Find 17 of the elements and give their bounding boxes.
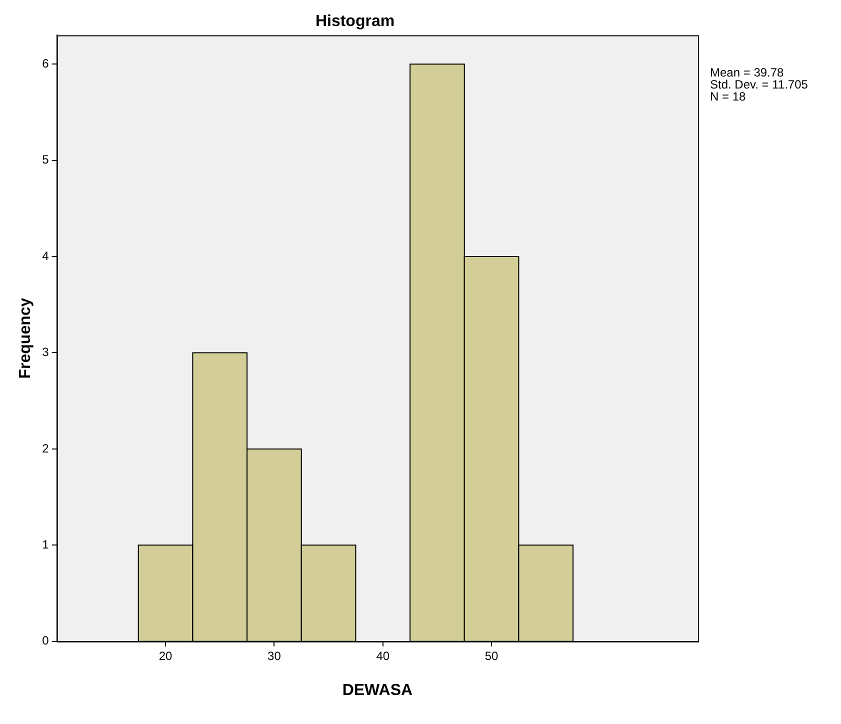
text: Mean = 39.78 [710,66,784,80]
y-axis-title: Frequency [17,298,34,379]
y-tick-label: 3 [42,345,50,360]
y-tick-label: 1 [42,537,50,552]
y-tick-label: 0 [42,634,50,648]
chart-title: Histogram [315,13,395,30]
x-tick-label: 40 [376,648,390,663]
y-tick-label: 6 [42,56,50,70]
text: N = 18 [710,90,746,104]
x-axis-title: DEWASA [342,682,413,699]
x-tick-label: 50 [484,648,499,663]
x-tick-label: 20 [158,648,173,663]
text: Std. Dev. = 11.705 [710,78,808,92]
y-tick-label: 4 [42,248,50,263]
y-tick-label: 5 [42,152,50,167]
x-tick-label: 30 [268,648,282,663]
y-tick-label: 2 [42,441,50,456]
